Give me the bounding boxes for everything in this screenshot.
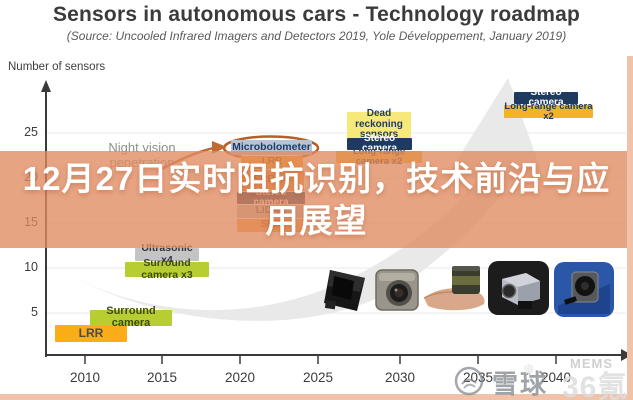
xueqiu-watermark-text: 雪球 xyxy=(492,369,549,399)
x-tick-2040: 2040 xyxy=(540,370,572,385)
caption-line2: 用展望 xyxy=(265,201,368,239)
sensor-box-dead-reckoning-sensors: Dead reckoning sensors xyxy=(347,109,411,140)
x-tick-2030: 2030 xyxy=(384,370,416,385)
sensor-box-stereo-camera: Stereo camera xyxy=(514,87,578,108)
sensor-box-surround-camera-x3: Surround camera x3 xyxy=(125,258,209,280)
snowflake-logo-icon: ❅ xyxy=(522,362,536,379)
figure-title: Sensors in autonomous cars - Technology … xyxy=(52,3,581,26)
hand-holding-velodyne-lidar-photo xyxy=(423,266,485,311)
x-tick-2010: 2010 xyxy=(69,370,101,385)
y-axis-label: Number of sensors xyxy=(8,61,106,73)
x-tick-2025: 2025 xyxy=(302,370,334,385)
page-background-bottom-strip xyxy=(0,394,633,400)
figure-source: (Source: Uncooled Infrared Imagers and D… xyxy=(66,29,567,43)
thermal-camera-render-photo xyxy=(488,261,549,315)
mems-watermark-text: MEMS xyxy=(570,356,613,371)
y-tick-10: 10 xyxy=(24,260,38,274)
growth-swoosh-arrow xyxy=(58,78,546,321)
watermark-cluster: 雪球 ❅ MEMS 36氪 xyxy=(438,354,633,400)
annotation-arrowhead xyxy=(212,141,227,154)
kr36-watermark-text: 36氪 xyxy=(562,371,629,400)
radar-sensor-photo xyxy=(324,270,365,311)
x-axis-arrowhead xyxy=(621,349,632,361)
caption-line1: 12月27日实时阻抗识别，技术前沿与应 xyxy=(22,159,611,197)
y-axis-arrowhead xyxy=(41,80,51,92)
x-tick-2035: 2035 xyxy=(462,370,494,385)
x-tick-marks xyxy=(84,355,557,364)
sensor-module-on-blue-photo xyxy=(554,262,614,317)
sensor-box-ultrasonic-x4: Ultrasonic x4 xyxy=(135,243,199,265)
sensor-box-stereo-camera: Stereo camera xyxy=(347,133,412,154)
camera-module-photo xyxy=(375,269,419,311)
y-tick-25: 25 xyxy=(24,125,38,139)
sensor-box-long-range-camera-x2: Long-range camera x2 xyxy=(504,100,593,122)
x-tick-2015: 2015 xyxy=(146,370,178,385)
xueqiu-logo-icon xyxy=(454,366,484,396)
y-tick-5: 5 xyxy=(31,305,38,319)
page-background-right-strip xyxy=(627,56,633,400)
caption-overlay: 12月27日实时阻抗识别，技术前沿与应 用展望 xyxy=(0,151,633,248)
sensor-box-surround-camera: Surround camera xyxy=(90,306,172,329)
x-tick-2020: 2020 xyxy=(224,370,256,385)
sensor-box-lrr: LRR xyxy=(55,325,127,342)
